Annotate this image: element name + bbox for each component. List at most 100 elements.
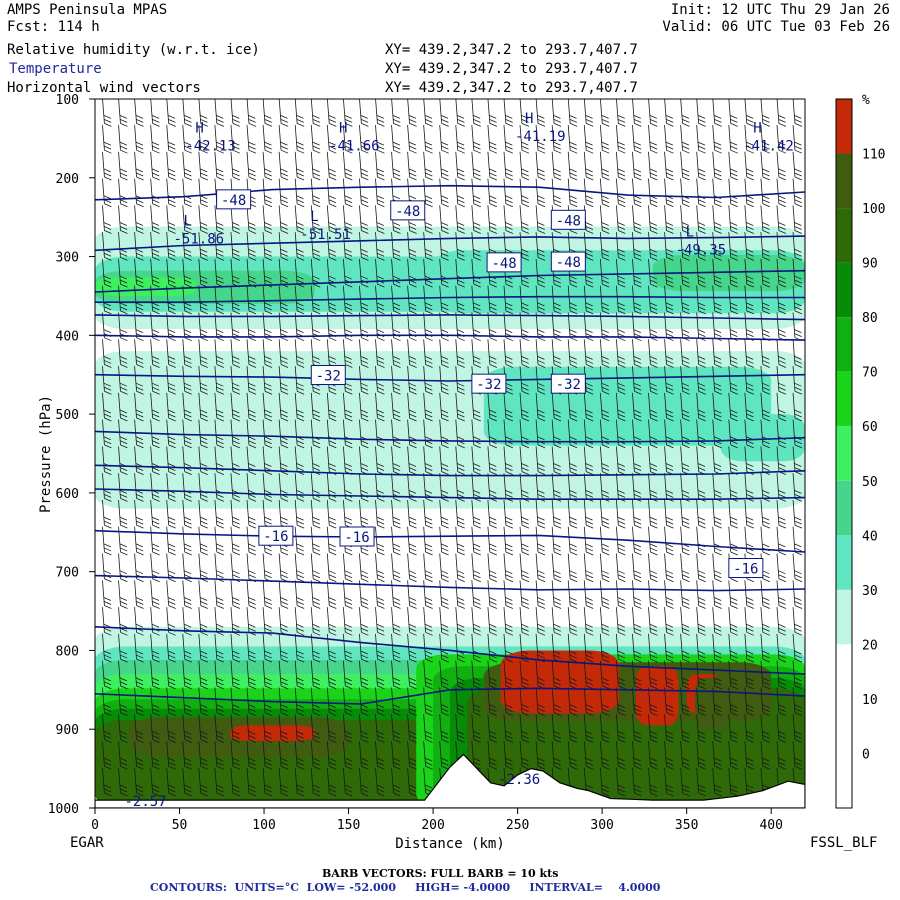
wind-barb-flag xyxy=(135,650,144,655)
wind-barb-586 xyxy=(455,473,465,502)
wind-barb-280 xyxy=(262,633,273,663)
wind-barb-shaft xyxy=(407,499,410,526)
wind-barb-flag xyxy=(392,516,401,521)
wind-barb-flag xyxy=(168,547,176,552)
wind-barb-510 xyxy=(407,526,417,556)
wind-barb-shaft xyxy=(407,178,410,204)
wind-barb-flag xyxy=(200,417,208,422)
wind-barb-flag xyxy=(328,413,337,418)
wind-barb-217 xyxy=(230,339,241,368)
wind-barb-flag xyxy=(152,788,160,793)
wind-barb-flag xyxy=(393,681,401,686)
wind-barb-58 xyxy=(134,258,144,288)
wind-barb-shaft xyxy=(278,553,282,579)
wind-barb-flag xyxy=(441,471,449,475)
wind-barb-flag xyxy=(264,685,273,690)
wind-barb-shaft xyxy=(166,714,170,740)
wind-barb-flag xyxy=(167,731,176,735)
wind-barb-flag xyxy=(232,685,241,690)
wind-barb-flag xyxy=(200,761,208,766)
wind-barb-flag xyxy=(136,520,144,525)
wind-barb-407 xyxy=(342,553,353,583)
wind-barb-shaft xyxy=(407,392,410,419)
wind-barb-shaft xyxy=(439,151,443,178)
wind-barb-flag xyxy=(216,597,224,601)
wind-barb-flag xyxy=(120,306,128,311)
wind-barb-flag xyxy=(424,516,433,521)
wind-barb-flag xyxy=(232,275,240,280)
wind-barb-flag xyxy=(312,516,320,521)
wind-barb-flag xyxy=(120,498,128,502)
wind-barb-90 xyxy=(150,419,160,449)
wind-barb-flag xyxy=(329,123,337,127)
wind-barb-flag xyxy=(441,417,449,422)
wind-barb-flag xyxy=(216,543,224,548)
wind-barb-507 xyxy=(407,446,417,475)
wind-barb-flag xyxy=(344,382,352,387)
wind-barb-flag xyxy=(103,409,111,414)
wind-barb-flag xyxy=(200,623,208,628)
wind-barb-198 xyxy=(214,526,224,556)
wind-barb-flag xyxy=(328,543,336,548)
wind-barb-flag xyxy=(393,765,401,770)
wind-barb-flag xyxy=(360,382,368,387)
wind-barb-flag xyxy=(184,149,192,154)
wind-barb-shaft xyxy=(118,473,121,499)
wind-barb-flag xyxy=(360,409,368,414)
wind-barb-flag xyxy=(232,444,241,449)
wind-barb-flag xyxy=(103,547,112,552)
wind-barb-shaft xyxy=(134,741,137,767)
wind-barb-186 xyxy=(214,205,224,234)
wind-barb-flag xyxy=(120,471,128,475)
wind-barb-flag xyxy=(152,145,160,150)
wind-barb-flag xyxy=(441,547,449,552)
wind-barb-shaft xyxy=(391,339,394,365)
wind-barb-flag xyxy=(152,601,160,605)
wind-barb-shaft xyxy=(182,339,186,365)
wind-barb-flag xyxy=(248,149,257,154)
wind-barb-flag xyxy=(329,631,337,636)
wind-barb-330 xyxy=(294,580,305,609)
wind-barb-shaft xyxy=(439,714,443,740)
wind-barb-flag xyxy=(424,543,433,548)
wind-barb-shaft xyxy=(102,607,105,633)
wind-barb-flag xyxy=(232,123,241,127)
wind-barb-shaft xyxy=(246,392,250,419)
wind-barb-flag xyxy=(248,356,256,360)
wind-barb-flag xyxy=(136,735,144,739)
wind-barb-shaft xyxy=(230,151,234,178)
wind-barb-flag xyxy=(119,409,128,414)
wind-barb-flag xyxy=(313,310,321,315)
wind-barb-shaft xyxy=(246,499,250,526)
wind-barb-flag xyxy=(296,650,304,655)
wind-barb-shaft xyxy=(359,205,362,231)
wind-barb-flag xyxy=(167,356,176,360)
wind-barb-shaft xyxy=(294,392,298,419)
wind-barb-shaft xyxy=(391,392,394,419)
wind-barb-286 xyxy=(278,99,289,127)
wind-barb-flag xyxy=(183,543,192,548)
wind-barb-131 xyxy=(182,124,192,154)
wind-barb-flag xyxy=(392,302,401,307)
wind-barb-shaft xyxy=(166,473,170,499)
wind-barb-shaft xyxy=(150,178,153,204)
wind-barb-shaft xyxy=(455,473,459,499)
wind-barb-flag xyxy=(408,757,417,762)
wind-barb-shaft xyxy=(375,660,378,686)
wind-barb-shaft xyxy=(326,633,330,660)
wind-barb-299 xyxy=(278,446,289,475)
wind-barb-shaft xyxy=(294,767,298,794)
wind-barb-48 xyxy=(118,687,128,717)
wind-barb-flag xyxy=(200,520,208,525)
wind-barb-flag xyxy=(152,386,160,391)
wind-barb-flag xyxy=(216,704,224,708)
wind-barb-flag xyxy=(216,570,224,575)
wind-barb-flag xyxy=(409,551,417,556)
wind-barb-flag xyxy=(312,145,321,150)
wind-barb-shaft xyxy=(294,580,298,606)
wind-barb-10 xyxy=(102,366,112,395)
wind-barb-flag xyxy=(152,279,160,284)
wind-barb-flag xyxy=(184,440,192,445)
wind-barb-142 xyxy=(182,419,192,449)
wind-barb-flag xyxy=(248,574,256,579)
